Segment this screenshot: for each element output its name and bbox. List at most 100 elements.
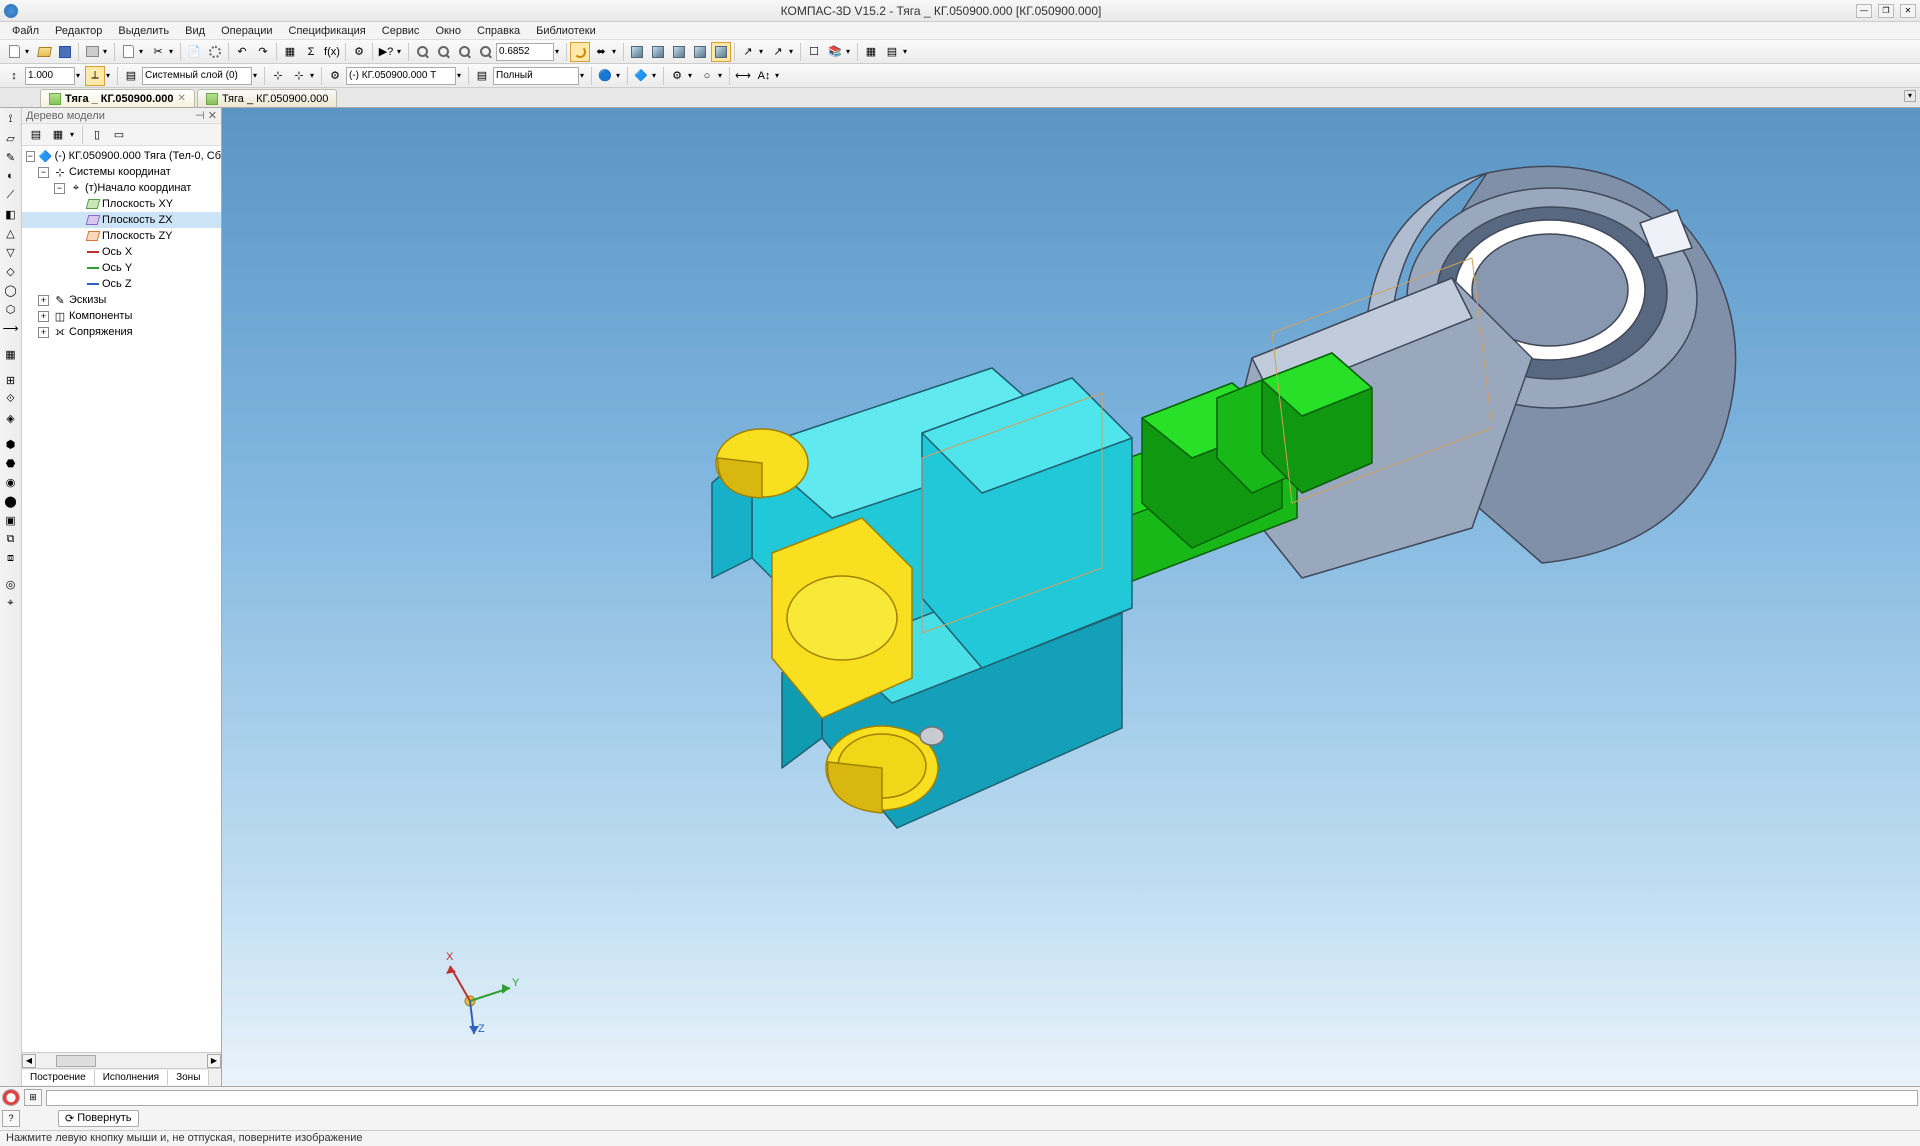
menu-select[interactable]: Выделить: [110, 23, 177, 39]
scroll-right-icon[interactable]: ▶: [207, 1054, 221, 1068]
command-input[interactable]: [46, 1090, 1918, 1106]
tree-pin-icon[interactable]: ⊣: [195, 110, 205, 122]
tree-toggle-icon[interactable]: +: [38, 295, 49, 306]
wireframe-button[interactable]: [627, 42, 647, 62]
tree-mates[interactable]: + ⟗ Сопряжения: [22, 324, 221, 340]
hidden-button[interactable]: [648, 42, 668, 62]
snap-button[interactable]: ↕: [4, 66, 24, 86]
zoom-in-button[interactable]: [412, 42, 432, 62]
vtool-13[interactable]: ▦: [2, 345, 20, 363]
vtool-9[interactable]: ◇: [2, 262, 20, 280]
doc-tab-2[interactable]: Тяга _ КГ.050900.000: [197, 89, 337, 107]
vtool-23[interactable]: ⧈: [2, 549, 20, 567]
shaded-edges-button[interactable]: [711, 42, 731, 62]
vtool-21[interactable]: ▣: [2, 511, 20, 529]
lib-button[interactable]: 📚: [825, 42, 845, 62]
tree-tb-2[interactable]: ▦: [48, 125, 68, 145]
cmd-expand-button[interactable]: ⊞: [24, 1089, 42, 1106]
tree-coord-sys[interactable]: − ⊹ Системы координат: [22, 164, 221, 180]
variant-button[interactable]: ⚙: [325, 66, 345, 86]
vtool-11[interactable]: ⬡: [2, 300, 20, 318]
tree-scrollbar[interactable]: ◀ ▶: [22, 1052, 221, 1068]
dim-button[interactable]: ⟷: [733, 66, 753, 86]
material-button[interactable]: 🔷: [631, 66, 651, 86]
tree-close-icon[interactable]: ✕: [208, 110, 217, 122]
layer-button[interactable]: ▤: [121, 66, 141, 86]
menu-edit[interactable]: Редактор: [47, 23, 110, 39]
open-button[interactable]: [34, 42, 54, 62]
tree-plane-zx[interactable]: Плоскость ZX: [22, 212, 221, 228]
save-button[interactable]: [55, 42, 75, 62]
tree-toggle-icon[interactable]: +: [38, 311, 49, 322]
text-button[interactable]: A↕: [754, 66, 774, 86]
cut-button[interactable]: ✂: [148, 42, 168, 62]
doc-tab-1[interactable]: Тяга _ КГ.050900.000 ✕: [40, 89, 195, 107]
vtool-1[interactable]: ⟟: [2, 110, 20, 128]
cmd-help-button[interactable]: ?: [2, 1110, 20, 1127]
zoom-fit-button[interactable]: [475, 42, 495, 62]
rotate-button[interactable]: [570, 42, 590, 62]
menu-operations[interactable]: Операции: [213, 23, 280, 39]
tree-tb-1[interactable]: ▤: [26, 125, 46, 145]
close-button[interactable]: ✕: [1900, 4, 1916, 18]
maximize-button[interactable]: ❐: [1878, 4, 1894, 18]
zoom-out-button[interactable]: [433, 42, 453, 62]
tree-axis-z[interactable]: Ось Z: [22, 276, 221, 292]
layer-combo[interactable]: [142, 67, 252, 85]
report-button[interactable]: ▤: [882, 42, 902, 62]
scale-input[interactable]: [25, 67, 75, 85]
vtool-20[interactable]: ⬤: [2, 492, 20, 510]
ortho-button[interactable]: ⟂: [85, 66, 105, 86]
vars-button[interactable]: ▦: [861, 42, 881, 62]
vtool-17[interactable]: ⬢: [2, 435, 20, 453]
stop-button[interactable]: ⬤: [2, 1089, 20, 1106]
vtool-14[interactable]: ⊞: [2, 371, 20, 389]
vtool-5[interactable]: ⟋: [2, 186, 20, 204]
vtool-6[interactable]: ◧: [2, 205, 20, 223]
display-combo[interactable]: [493, 67, 579, 85]
zoom-value-input[interactable]: [496, 43, 554, 61]
load-button[interactable]: ○: [697, 66, 717, 86]
tab-close-icon[interactable]: ✕: [178, 93, 186, 104]
help-pointer-button[interactable]: ▶?: [376, 42, 396, 62]
bottom-tab-build[interactable]: Построение: [22, 1070, 95, 1085]
redo-button[interactable]: ↷: [253, 42, 273, 62]
variables-button[interactable]: ⚙: [349, 42, 369, 62]
fx-button[interactable]: f(x): [322, 42, 342, 62]
display-button[interactable]: ▤: [472, 66, 492, 86]
bottom-tab-zones[interactable]: Зоны: [168, 1070, 209, 1085]
tree-toggle-icon[interactable]: −: [26, 151, 35, 162]
scroll-left-icon[interactable]: ◀: [22, 1054, 36, 1068]
zoom-window-button[interactable]: [454, 42, 474, 62]
copy-button[interactable]: 📄: [184, 42, 204, 62]
vtool-3[interactable]: ✎: [2, 148, 20, 166]
shaded-button[interactable]: [690, 42, 710, 62]
state-button[interactable]: ⚙: [667, 66, 687, 86]
preview-button[interactable]: [118, 42, 138, 62]
bottom-tab-variants[interactable]: Исполнения: [95, 1070, 168, 1085]
vtool-22[interactable]: ⧉: [2, 530, 20, 548]
print-button[interactable]: [82, 42, 102, 62]
vtool-25[interactable]: ⌖: [2, 594, 20, 612]
3d-viewport[interactable]: X Y Z: [222, 108, 1920, 1086]
menu-file[interactable]: Файл: [4, 23, 47, 39]
vtool-7[interactable]: △: [2, 224, 20, 242]
grid-button[interactable]: ▦: [280, 42, 300, 62]
lcs2-button[interactable]: ⊹: [289, 66, 309, 86]
minimize-button[interactable]: —: [1856, 4, 1872, 18]
vtool-8[interactable]: ▽: [2, 243, 20, 261]
undo-button[interactable]: ↶: [232, 42, 252, 62]
tree-plane-xy[interactable]: Плоскость XY: [22, 196, 221, 212]
tree-origin[interactable]: − ⌖ (т)Начало координат: [22, 180, 221, 196]
tabs-dropdown[interactable]: ▾: [1904, 90, 1916, 102]
nohidden-button[interactable]: [669, 42, 689, 62]
tree-toggle-icon[interactable]: −: [38, 167, 49, 178]
vtool-15[interactable]: ⟐: [2, 390, 20, 408]
orient-button[interactable]: ⬌: [591, 42, 611, 62]
vtool-2[interactable]: ▱: [2, 129, 20, 147]
scroll-thumb[interactable]: [56, 1055, 96, 1067]
perspective-button[interactable]: ↗: [738, 42, 758, 62]
vtool-16[interactable]: ◈: [2, 409, 20, 427]
menu-service[interactable]: Сервис: [374, 23, 428, 39]
tree-tb-3[interactable]: ▯: [87, 125, 107, 145]
